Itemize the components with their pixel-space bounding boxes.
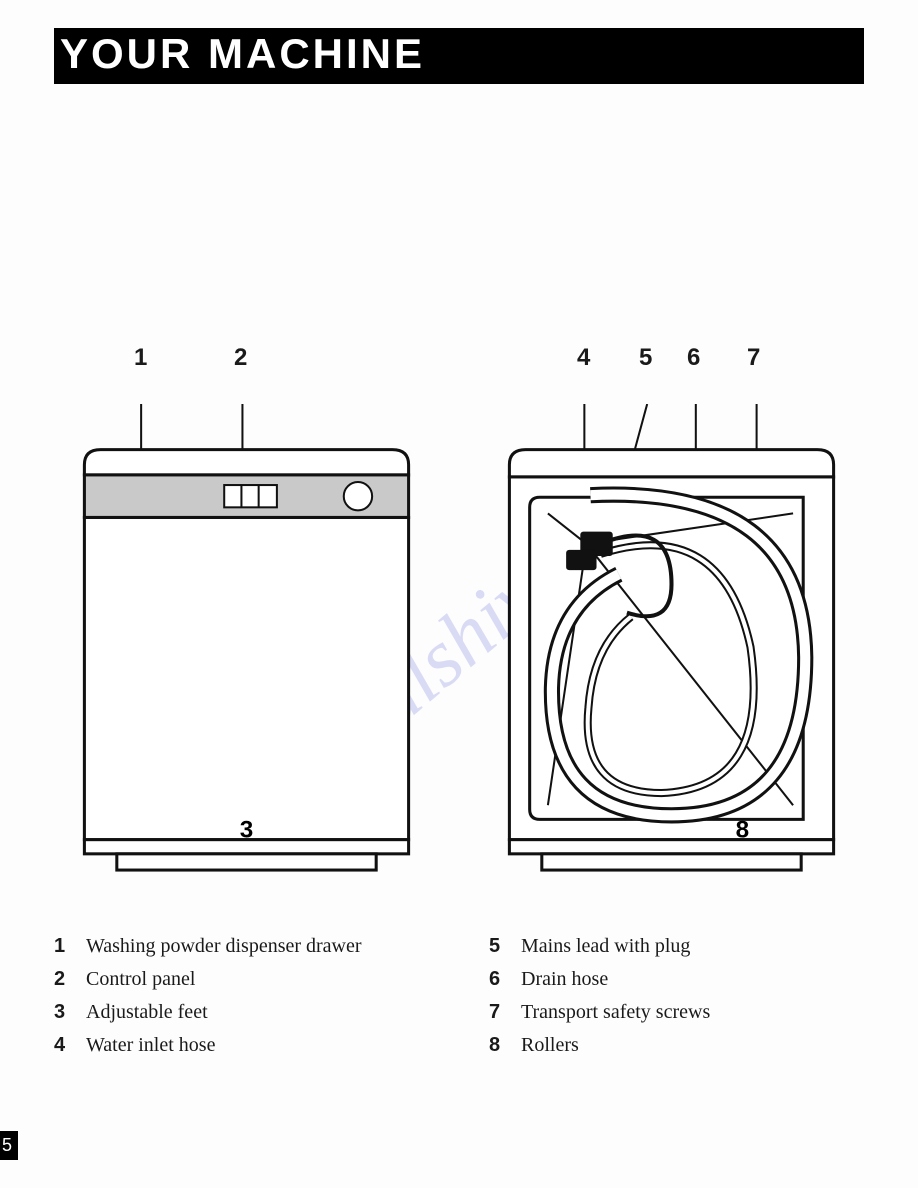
legend-right: 5 Mains lead with plug 6 Drain hose 7 Tr… bbox=[489, 935, 864, 1067]
callout-4: 4 bbox=[577, 344, 590, 372]
callout-1: 1 bbox=[134, 344, 147, 372]
rear-diagram: 4 5 6 7 bbox=[479, 344, 864, 895]
list-item: 6 Drain hose bbox=[489, 968, 864, 991]
callout-2: 2 bbox=[234, 344, 247, 372]
callout-6: 6 bbox=[687, 344, 700, 372]
front-svg: 3 bbox=[54, 404, 439, 890]
list-item: 8 Rollers bbox=[489, 1034, 864, 1057]
list-item: 2 Control panel bbox=[54, 968, 429, 991]
list-item: 7 Transport safety screws bbox=[489, 1001, 864, 1024]
callout-5: 5 bbox=[639, 344, 652, 372]
front-bottom-num: 3 bbox=[240, 817, 254, 844]
rear-bottom-num: 8 bbox=[736, 817, 750, 844]
list-item: 4 Water inlet hose bbox=[54, 1034, 429, 1057]
front-diagram: 1 2 bbox=[54, 344, 439, 895]
rear-svg: 8 bbox=[479, 404, 864, 890]
list-item: 3 Adjustable feet bbox=[54, 1001, 429, 1024]
callout-7: 7 bbox=[747, 344, 760, 372]
page-number: 5 bbox=[0, 1131, 18, 1160]
page-title: YOUR MACHINE bbox=[54, 28, 864, 84]
legend-left: 1 Washing powder dispenser drawer 2 Cont… bbox=[54, 935, 429, 1067]
list-item: 1 Washing powder dispenser drawer bbox=[54, 935, 429, 958]
diagram-row: 1 2 bbox=[54, 344, 864, 895]
list-item: 5 Mains lead with plug bbox=[489, 935, 864, 958]
legend: 1 Washing powder dispenser drawer 2 Cont… bbox=[54, 935, 864, 1067]
